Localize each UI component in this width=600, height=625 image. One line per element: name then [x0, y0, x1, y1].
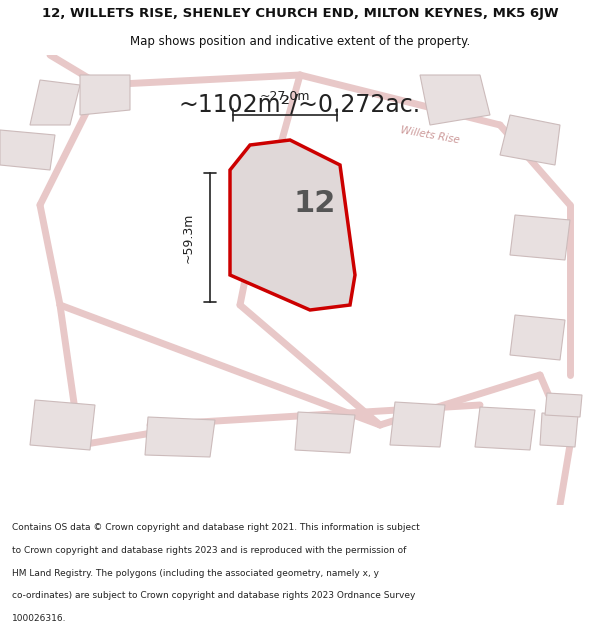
Polygon shape: [145, 417, 215, 457]
Text: ~27.0m: ~27.0m: [260, 91, 310, 104]
Text: 12, WILLETS RISE, SHENLEY CHURCH END, MILTON KEYNES, MK5 6JW: 12, WILLETS RISE, SHENLEY CHURCH END, MI…: [41, 8, 559, 20]
Text: ~1102m²/~0.272ac.: ~1102m²/~0.272ac.: [179, 93, 421, 117]
Polygon shape: [500, 115, 560, 165]
Text: Willets Rise: Willets Rise: [400, 125, 460, 145]
Text: ~59.3m: ~59.3m: [182, 213, 194, 262]
Text: Contains OS data © Crown copyright and database right 2021. This information is : Contains OS data © Crown copyright and d…: [12, 523, 420, 532]
Text: HM Land Registry. The polygons (including the associated geometry, namely x, y: HM Land Registry. The polygons (includin…: [12, 569, 379, 578]
Text: to Crown copyright and database rights 2023 and is reproduced with the permissio: to Crown copyright and database rights 2…: [12, 546, 406, 555]
Polygon shape: [475, 407, 535, 450]
Polygon shape: [0, 130, 55, 170]
Text: co-ordinates) are subject to Crown copyright and database rights 2023 Ordnance S: co-ordinates) are subject to Crown copyr…: [12, 591, 415, 601]
Polygon shape: [510, 315, 565, 360]
Polygon shape: [510, 215, 570, 260]
Text: 100026316.: 100026316.: [12, 614, 67, 623]
Polygon shape: [230, 140, 355, 310]
Text: 12: 12: [293, 189, 335, 218]
Polygon shape: [30, 400, 95, 450]
Polygon shape: [30, 80, 80, 125]
Polygon shape: [420, 75, 490, 125]
Polygon shape: [540, 413, 578, 447]
Polygon shape: [295, 412, 355, 453]
Text: Map shows position and indicative extent of the property.: Map shows position and indicative extent…: [130, 35, 470, 48]
Polygon shape: [390, 402, 445, 447]
Polygon shape: [80, 75, 130, 115]
Polygon shape: [545, 393, 582, 417]
